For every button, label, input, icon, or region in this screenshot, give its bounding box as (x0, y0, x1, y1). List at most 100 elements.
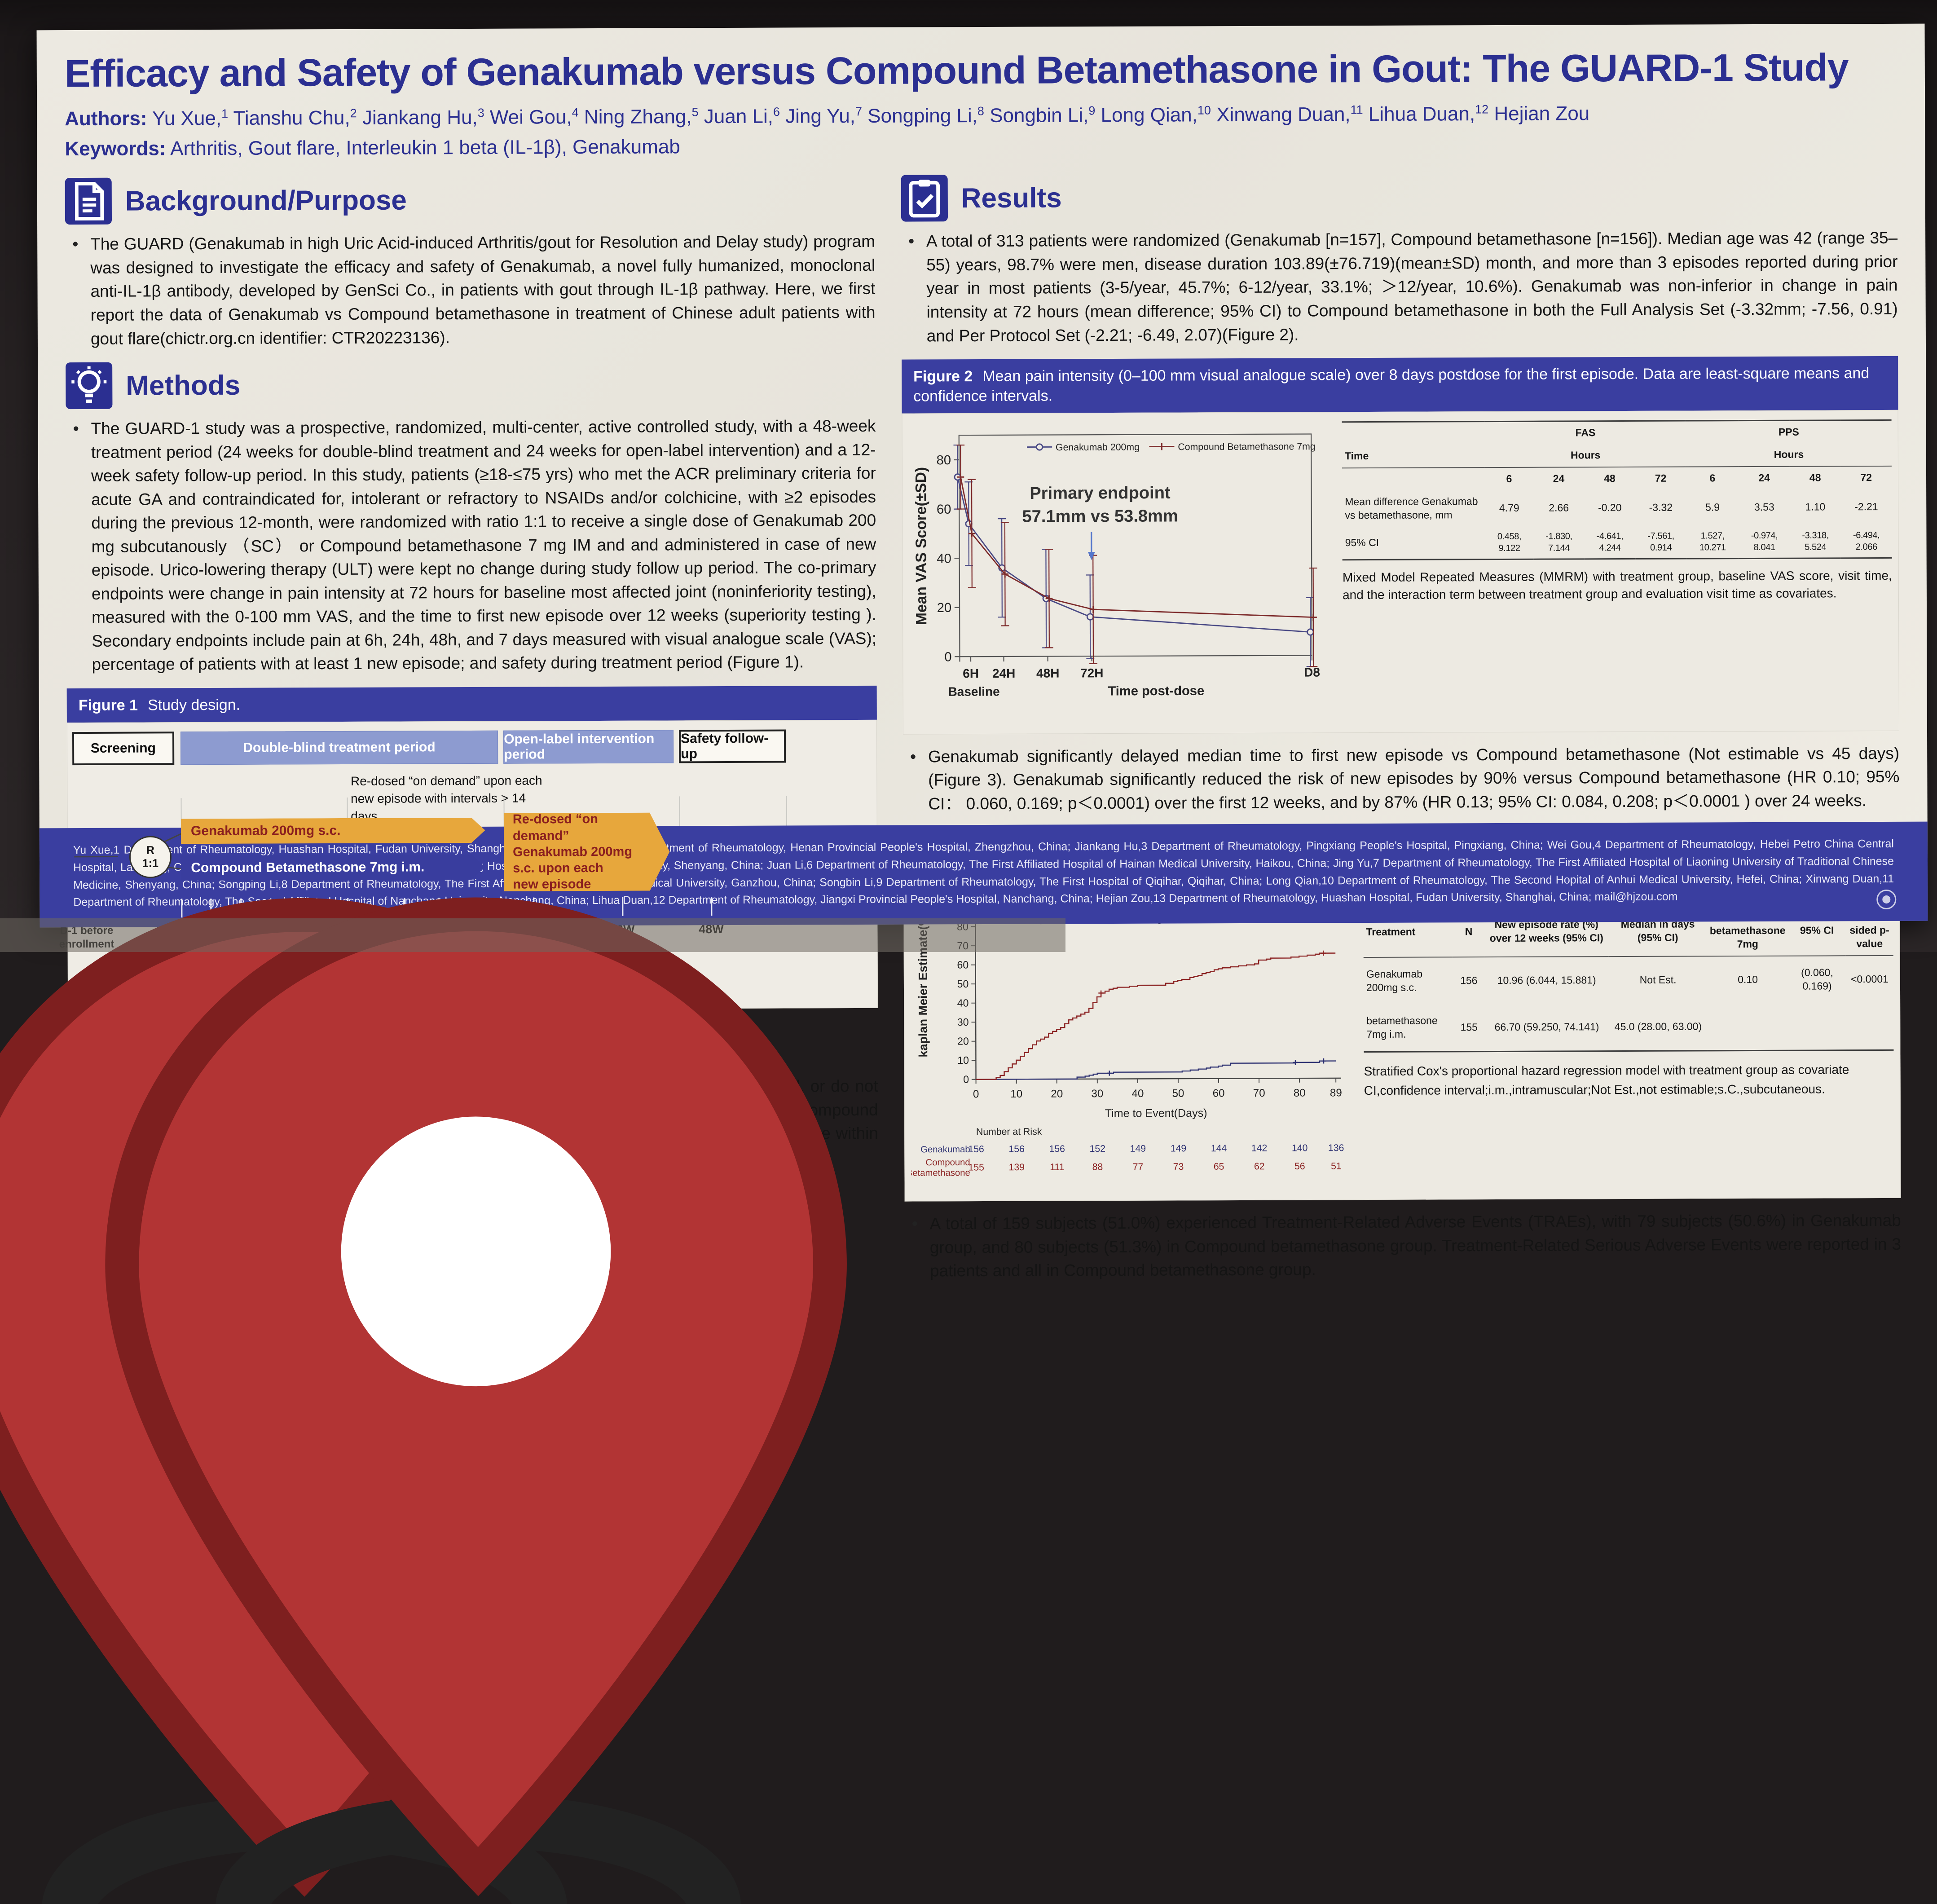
timeline-label: 12W (462, 923, 488, 938)
svg-text:57.1mm vs 53.8mm: 57.1mm vs 53.8mm (1022, 507, 1178, 526)
svg-text:10: 10 (957, 1054, 969, 1066)
svg-text:89: 89 (1330, 1087, 1342, 1099)
svg-text:20: 20 (1051, 1088, 1063, 1100)
study-design-diagram: Screening Double-blind treatment period … (67, 720, 878, 1011)
svg-text:77: 77 (1132, 1161, 1143, 1172)
keywords-label: Keywords: (65, 138, 166, 160)
svg-text:Baseline: Baseline (948, 685, 999, 699)
timeline-label: D-1 before enrollment (59, 924, 114, 951)
authors-label: Authors: (65, 107, 147, 130)
svg-text:48H: 48H (1036, 666, 1059, 680)
results-bullet-3: A total of 159 subjects (51.0%) experien… (910, 1209, 1902, 1283)
poster-columns: Background/Purpose The GUARD (Genakumab … (65, 172, 1900, 828)
document-icon (65, 178, 112, 225)
svg-text:Time post-dose: Time post-dose (1108, 684, 1204, 699)
svg-text:65: 65 (1214, 1161, 1224, 1172)
timeline-label: 8W (429, 923, 448, 938)
svg-text:Compound Betamethasone 7mg: Compound Betamethasone 7mg (1178, 441, 1316, 453)
svg-text:30: 30 (1091, 1088, 1103, 1100)
author-name: Wei Gou, (490, 106, 572, 128)
svg-text:20: 20 (957, 1035, 969, 1047)
methods-text: The GUARD-1 study was a prospective, ran… (66, 414, 877, 677)
footer-logo (1876, 890, 1896, 909)
section-results-header: Results (901, 172, 1897, 222)
poster-sheet: Efficacy and Safety of Genakumab versus … (37, 24, 1928, 928)
svg-text:156: 156 (968, 1143, 984, 1154)
author-name: Hejian Zou (1494, 102, 1589, 125)
svg-text:0: 0 (973, 1088, 979, 1100)
svg-text:Genakumab 200mg: Genakumab 200mg (1056, 442, 1140, 453)
svg-text:156: 156 (1049, 1143, 1065, 1154)
svg-text:144: 144 (1211, 1143, 1227, 1154)
svg-text:80: 80 (936, 454, 951, 468)
right-column: Results A total of 313 patients were ran… (901, 172, 1899, 825)
svg-text:80: 80 (1294, 1087, 1306, 1099)
results-bullet-1: A total of 313 patients were randomized … (907, 226, 1898, 348)
svg-text:Mean VAS Score(±SD): Mean VAS Score(±SD) (913, 467, 930, 625)
table-row: Mean difference Genakumab vs betamethaso… (1342, 489, 1892, 527)
svg-text:40: 40 (937, 552, 951, 566)
authors-list: Yu Xue,1 Tianshu Chu,2 Jiankang Hu,3 Wei… (152, 102, 1589, 129)
figure1-label: Figure 1 (79, 696, 138, 714)
results-bullet-2: Genakumab significantly delayed median t… (908, 742, 1900, 816)
author-name: Songbin Li, (990, 104, 1088, 127)
timeline-label: 72h (291, 923, 312, 939)
svg-text:10: 10 (1010, 1088, 1022, 1100)
section-results-title: Results (961, 182, 1062, 214)
svg-text:Primary endpoint: Primary endpoint (1030, 484, 1171, 503)
svg-text:40: 40 (957, 997, 969, 1009)
methods-bullet: The GUARD-1 study was a prospective, ran… (71, 414, 877, 677)
timeline-label: Baseline D0 (156, 924, 206, 954)
svg-text:70: 70 (957, 940, 968, 952)
svg-text:139: 139 (1008, 1162, 1025, 1172)
svg-text:70: 70 (1253, 1087, 1265, 1099)
svg-text:155: 155 (968, 1162, 984, 1172)
author-name: Ning Zhang, (584, 106, 692, 128)
timeline-label: 24W (521, 922, 546, 938)
figure1-caption-text: Study design. (148, 696, 240, 714)
section-background-header: Background/Purpose (65, 175, 875, 225)
svg-text:24H: 24H (992, 666, 1015, 680)
author-name: Jiankang Hu, (362, 106, 478, 129)
author-name: Tianshu Chu, (233, 107, 350, 129)
svg-text:Genakumab: Genakumab (920, 1145, 970, 1155)
svg-text:136: 136 (1328, 1142, 1344, 1153)
section-methods-header: Methods (66, 360, 876, 409)
svg-text:30: 30 (957, 1016, 969, 1028)
svg-text:0: 0 (944, 650, 951, 665)
svg-text:60: 60 (957, 959, 968, 970)
svg-text:88: 88 (1092, 1161, 1103, 1172)
author-name: Yu Xue, (152, 107, 221, 130)
svg-text:149: 149 (1170, 1143, 1186, 1154)
svg-text:D8: D8 (1304, 666, 1320, 679)
left-column: Background/Purpose The GUARD (Genakumab … (65, 175, 877, 828)
svg-text:kaplan Meier Estimate(%): kaplan Meier Estimate(%) (916, 911, 930, 1057)
svg-text:156: 156 (1008, 1143, 1025, 1154)
authors-line: Authors: Yu Xue,1 Tianshu Chu,2 Jiankang… (65, 100, 1897, 132)
timeline-label: 48h (260, 924, 281, 939)
author-name: Long Qian, (1101, 104, 1197, 126)
svg-text:140: 140 (1292, 1142, 1308, 1153)
timeline-label: 6h (203, 924, 218, 939)
results-text-3: A total of 159 subjects (51.0%) experien… (905, 1209, 1902, 1283)
keywords-line: Keywords: Arthritis, Gout flare, Interle… (65, 130, 1897, 162)
svg-text:Compound: Compound (925, 1157, 970, 1167)
svg-text:0: 0 (963, 1073, 969, 1085)
results-text-2: Genakumab significantly delayed median t… (903, 742, 1900, 816)
section-methods-title: Methods (126, 369, 240, 401)
timeline-label: 48W (699, 922, 724, 937)
svg-text:60: 60 (937, 502, 951, 517)
wall-background: Efficacy and Safety of Genakumab versus … (0, 0, 1937, 952)
svg-text:50: 50 (1172, 1087, 1184, 1099)
svg-text:152: 152 (1089, 1143, 1105, 1154)
svg-text:50: 50 (957, 978, 968, 990)
timeline-label: 4W (395, 923, 413, 938)
svg-text:Number at Risk: Number at Risk (976, 1126, 1042, 1137)
timeline-label: 24h (230, 924, 251, 939)
